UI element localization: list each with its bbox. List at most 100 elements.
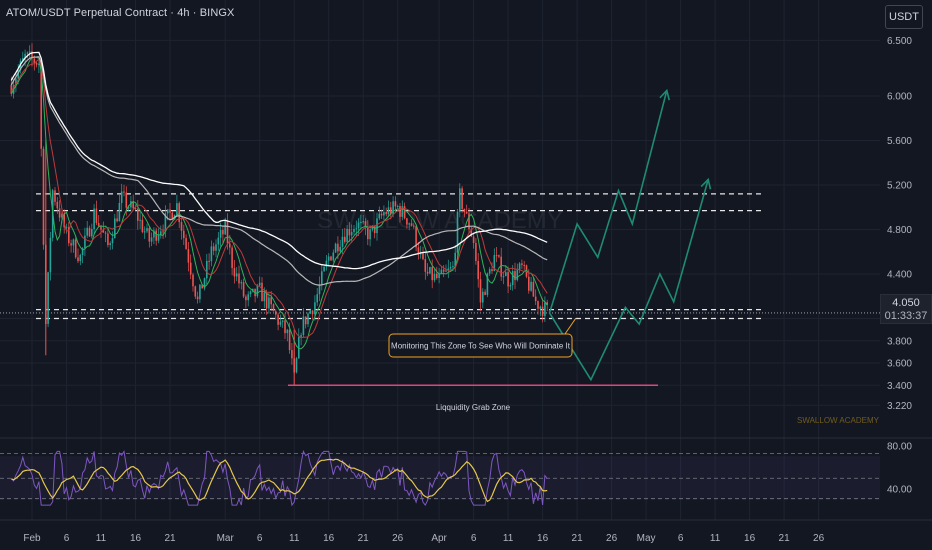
candle-up [217,237,220,245]
candle-up [252,288,254,292]
projection-paths [548,88,712,382]
candle-up [357,222,360,229]
last-price-value: 4.050 [892,297,920,309]
ma-red-line [10,58,548,339]
candle-up [307,313,309,325]
candle-down [537,301,539,309]
date-tick-label: Apr [431,533,447,544]
candle-up [445,270,447,272]
candle-down [304,316,307,325]
moving-average-lines [10,51,548,350]
candle-up [323,266,325,272]
candle-down [95,208,98,224]
candle-up [376,218,378,234]
candle-down [403,206,406,219]
price-tick-label: 6.000 [887,92,912,103]
price-tick-label: 6.500 [887,36,912,47]
candle-up [22,57,24,61]
date-tick-label: 6 [678,533,684,544]
candle-up [199,284,201,300]
ma-green-line [10,56,548,350]
candle-down [171,212,174,220]
last-price-label: 4.050 01:33:37 [880,294,932,324]
candle-up [127,207,130,209]
date-tick-label: 16 [537,533,549,544]
candle-up [166,209,169,214]
candle-up [176,203,178,216]
candle-down [390,207,392,215]
currency-button[interactable]: USDT [885,5,923,29]
candle-up [24,53,26,58]
candle-down [10,84,13,94]
date-tick-label: 21 [779,533,791,544]
candle-up [160,231,162,235]
candle-up [316,294,318,303]
candle-up [360,221,362,223]
candle-down [532,281,535,297]
candle-up [84,235,86,249]
candle-up [341,236,344,247]
candle-down [238,273,240,284]
candle-up [130,201,132,208]
candle-down [208,260,210,262]
candle-up [164,213,167,232]
candle-down [463,208,466,213]
candle-up [321,271,323,285]
candle-up [408,223,410,225]
date-tick-label: 26 [813,533,825,544]
candle-down [132,201,134,209]
candle-up [81,248,84,255]
date-tick-label: 26 [392,533,404,544]
date-tick-label: 6 [257,533,263,544]
candle-up [355,228,358,230]
date-tick-label: 11 [289,533,300,544]
candle-down [74,239,77,258]
candle-down [546,302,548,306]
candle-down [344,236,346,242]
rsi-band [0,456,880,500]
center-watermark: SWALLOW ACADEMY [317,207,563,234]
candle-down [141,219,144,233]
candle-down [194,286,197,297]
candle-down [68,227,70,244]
candle-up [300,334,302,337]
candle-down [134,208,137,210]
candle-down [500,256,502,277]
monitoring-zone-callout [388,333,573,358]
candle-up [459,188,461,212]
candle-down [417,247,420,255]
candle-up [281,320,284,322]
candle-down [104,232,107,234]
candle-up [433,273,436,281]
candle-up [65,227,68,229]
candle-up [17,70,19,79]
monitoring-zone-text: Monitoring This Zone To See Who Will Dom… [391,342,571,351]
projection-arrowhead [659,88,671,101]
candle-down [275,311,277,315]
candle-up [530,281,532,291]
candle-up [235,273,238,277]
candle-down [514,271,516,281]
candle-down [196,296,199,300]
candle-up [286,329,289,334]
candle-up [38,63,40,65]
candle-down [461,188,463,209]
candle-up [146,228,148,232]
price-tick-label: 4.400 [887,270,912,281]
candle-down [226,221,229,244]
candle-up [346,228,348,242]
candle-down [245,296,247,301]
candle-down [137,208,139,221]
candle-down [436,273,438,279]
candle-up [72,239,75,246]
candle-down [77,257,79,262]
candle-down [97,223,100,227]
candle-down [42,148,45,245]
rsi-line [10,449,548,507]
candle-down [233,268,236,277]
candle-up [339,246,341,252]
candle-up [263,292,266,302]
rsi-pane: 80.00 40.00 [0,442,912,507]
candle-down [311,310,314,315]
